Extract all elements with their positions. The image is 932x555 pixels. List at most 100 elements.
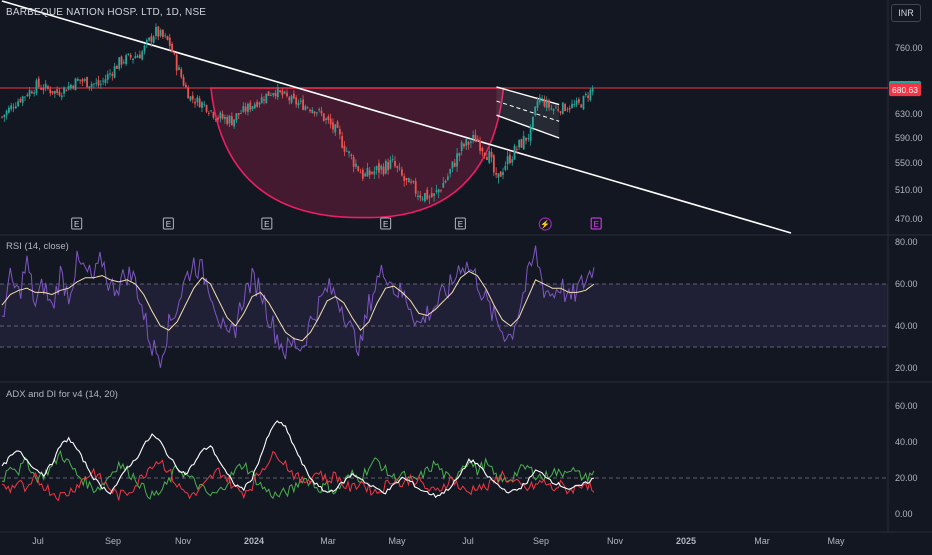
- candle-body: [371, 172, 373, 174]
- candle-body: [582, 95, 585, 110]
- candle-body: [283, 91, 286, 94]
- candle-body: [295, 97, 298, 105]
- candle-body: [67, 85, 70, 90]
- candle-body: [566, 109, 569, 111]
- candle-body: [260, 97, 263, 104]
- candle-body: [587, 95, 589, 98]
- candle-body: [12, 107, 15, 109]
- candle-body: [3, 114, 6, 118]
- candle-body: [472, 134, 475, 140]
- candle-body: [93, 83, 95, 85]
- candle-body: [355, 163, 357, 167]
- candle-body: [111, 73, 114, 76]
- candle-body: [152, 36, 155, 43]
- candle-body: [74, 78, 77, 91]
- candle-body: [226, 117, 229, 125]
- candle-body: [361, 169, 364, 179]
- candle-body: [488, 151, 491, 163]
- candle-body: [148, 37, 150, 41]
- candle-body: [134, 56, 137, 59]
- candle-body: [76, 79, 79, 81]
- candle-body: [258, 102, 261, 105]
- candle-body: [24, 96, 26, 98]
- candle-body: [189, 96, 192, 101]
- adx-pane[interactable]: [0, 420, 888, 502]
- candle-body: [168, 37, 171, 46]
- candle-body: [265, 93, 268, 104]
- candle-body: [589, 89, 592, 101]
- rsi-pane[interactable]: [0, 245, 888, 368]
- candle-body: [302, 99, 304, 110]
- candle-body: [97, 80, 100, 86]
- candle-body: [419, 195, 422, 198]
- candle-body: [70, 84, 72, 89]
- candle-body: [205, 104, 208, 112]
- candle-body: [403, 176, 406, 181]
- candle-body: [44, 83, 47, 89]
- candle-body: [81, 79, 84, 82]
- candle-body: [230, 116, 233, 126]
- candle-body: [159, 30, 162, 37]
- candle-body: [286, 92, 288, 97]
- candle-body: [106, 74, 109, 80]
- candle-body: [65, 89, 68, 92]
- candle-body: [196, 97, 199, 103]
- candle-body: [437, 189, 440, 193]
- candle-body: [345, 150, 348, 152]
- candle-body: [389, 159, 392, 169]
- candle-body: [86, 76, 88, 88]
- candle-body: [320, 110, 323, 114]
- candle-body: [387, 162, 390, 171]
- rsi-tick-label: 80.00: [895, 237, 918, 247]
- candle-body: [281, 90, 284, 96]
- di-plus-line: [1, 449, 595, 500]
- x-tick-label: May: [827, 536, 845, 546]
- candle-body: [187, 87, 190, 99]
- candle-body: [417, 195, 419, 198]
- candle-body: [125, 55, 128, 65]
- candle-body: [290, 95, 293, 103]
- candle-body: [575, 100, 578, 105]
- candle-body: [442, 182, 445, 188]
- candle-body: [463, 143, 465, 147]
- earnings-marker-label: E: [74, 220, 79, 229]
- candle-body: [577, 99, 580, 103]
- candle-body: [327, 116, 330, 121]
- candle-body: [350, 154, 353, 156]
- rsi-tick-label: 40.00: [895, 321, 918, 331]
- candle-body: [509, 154, 511, 164]
- candle-body: [591, 88, 594, 92]
- price-pane[interactable]: E E E E E ⚡ E: [0, 0, 888, 234]
- candle-body: [476, 139, 479, 142]
- candle-body: [384, 160, 387, 174]
- candle-body: [143, 45, 146, 52]
- axes: Jul Sep Nov 2024 Mar May Jul Sep Nov 2025 Mar May 76…: [32, 43, 922, 546]
- earnings-marker: [454, 217, 466, 230]
- candle-body: [136, 55, 139, 58]
- candle-body: [79, 79, 82, 81]
- candle-body: [26, 94, 29, 96]
- earnings-marker-label: E: [264, 220, 269, 229]
- candle-body: [426, 189, 429, 200]
- candle-body: [446, 176, 449, 180]
- candle-body: [311, 109, 314, 113]
- candle-body: [203, 103, 206, 105]
- candle-body: [341, 136, 344, 148]
- candle-body: [139, 54, 141, 59]
- adx-tick-label: 0.00: [895, 509, 913, 519]
- candle-body: [180, 69, 183, 78]
- x-tick-label: Mar: [754, 536, 770, 546]
- candle-body: [182, 77, 185, 86]
- candle-body: [502, 172, 504, 175]
- candle-body: [536, 100, 539, 108]
- candle-body: [380, 165, 383, 170]
- candle-body: [7, 107, 10, 113]
- candle-body: [164, 35, 167, 37]
- candle-body: [63, 87, 65, 94]
- candle-body: [184, 84, 187, 88]
- candle-body: [263, 99, 265, 101]
- candle-body: [532, 116, 534, 127]
- currency-button[interactable]: INR: [891, 4, 921, 22]
